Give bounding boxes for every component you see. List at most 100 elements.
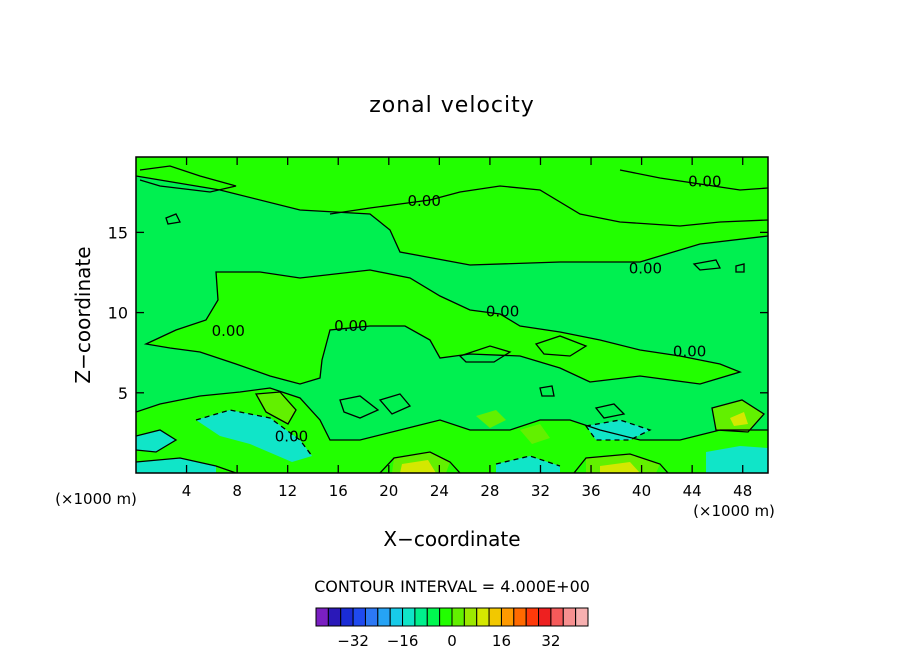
colorbar-tick-label: 32 xyxy=(541,632,560,650)
contour-field xyxy=(136,157,768,473)
contour-lines xyxy=(136,165,768,473)
contour-label: 0.00 xyxy=(212,322,245,340)
contour-line-island-5 xyxy=(594,403,626,419)
contour-line-island-1 xyxy=(458,345,512,363)
contour-line-island-9 xyxy=(165,213,181,225)
contour-label: 0.00 xyxy=(629,259,662,277)
x-tick-label: 20 xyxy=(379,482,398,500)
contour-label: 0.00 xyxy=(673,343,706,361)
contour-line-lower-3 xyxy=(136,457,237,473)
contour-line-lower-8 xyxy=(195,409,313,457)
colorbar-swatch xyxy=(550,607,564,627)
colorbar-swatch xyxy=(538,607,552,627)
contour-line-lower-5 xyxy=(573,453,669,473)
colorbar-swatch xyxy=(476,607,490,627)
x-tick-label: 32 xyxy=(531,482,550,500)
contour-label: 0.00 xyxy=(486,303,519,321)
colorbar-swatch xyxy=(426,607,441,627)
y-tick-label: 5 xyxy=(118,384,128,403)
colorbar-tick-label: 16 xyxy=(492,632,511,650)
contour-label: 0.00 xyxy=(407,192,440,210)
contour-line-island-3 xyxy=(339,395,380,419)
colorbar-swatch xyxy=(562,607,577,627)
contour-line-island-6 xyxy=(539,385,555,397)
contour-line-island-7 xyxy=(692,259,722,271)
field-region-cyan-6 xyxy=(136,430,176,452)
x-axis-ticks: 4 8 12 16 20 24 28 32 36 40 44 48 xyxy=(182,157,752,500)
x-tick-label: 8 xyxy=(232,482,242,500)
x-axis-unit-right: (×1000 m) xyxy=(693,502,775,520)
contour-line-island-8 xyxy=(735,263,745,273)
colorbar-swatch xyxy=(377,607,391,627)
colorbar-tick-label: −16 xyxy=(387,632,419,650)
x-tick-label: 36 xyxy=(581,482,600,500)
field-region-yellowgreen-5 xyxy=(520,424,550,444)
contour-line-island-2 xyxy=(534,335,588,357)
colorbar-swatch xyxy=(439,607,453,627)
colorbar-swatch xyxy=(364,607,379,627)
plot-frame xyxy=(135,156,769,474)
contour-line-lower-4 xyxy=(379,451,461,473)
colorbar-swatch xyxy=(463,607,478,627)
field-region-middle xyxy=(146,270,740,384)
colorbar-swatch xyxy=(513,607,527,627)
contour-line-lower-2 xyxy=(136,429,178,453)
colorbar-swatch xyxy=(488,607,502,627)
colorbar-swatch xyxy=(451,607,465,627)
chart-title: zonal velocity xyxy=(369,93,535,118)
field-region-yellowgreen-6 xyxy=(476,410,506,428)
y-tick-label: 10 xyxy=(108,304,128,323)
contour-label: 0.00 xyxy=(334,317,367,335)
contour-line-lower-7 xyxy=(254,391,297,425)
field-region-cyan-1 xyxy=(196,410,312,462)
contour-line-island-4 xyxy=(378,393,412,415)
contour-line-middle xyxy=(143,269,742,385)
x-tick-label: 48 xyxy=(733,482,752,500)
colorbar-swatch xyxy=(327,607,342,627)
field-region-yellowgreen-1 xyxy=(256,392,296,424)
field-region-yellow-1 xyxy=(400,460,436,473)
x-tick-label: 40 xyxy=(632,482,651,500)
x-tick-label: 16 xyxy=(329,482,348,500)
contour-line-top xyxy=(139,165,237,193)
colorbar xyxy=(315,607,589,627)
field-region-cyan-5 xyxy=(706,446,768,473)
contour-line-right-top xyxy=(619,169,768,191)
colorbar-swatch xyxy=(340,607,354,627)
field-region-cyan-3 xyxy=(496,456,560,473)
x-tick-label: 44 xyxy=(683,482,702,500)
contour-line-lower-10 xyxy=(495,455,561,467)
x-tick-label: 4 xyxy=(182,482,192,500)
x-tick-label: 28 xyxy=(480,482,499,500)
colorbar-swatch xyxy=(500,607,515,627)
field-region-yellow-3 xyxy=(730,412,748,426)
colorbar-tick-label: −32 xyxy=(337,632,369,650)
colorbar-swatch xyxy=(352,607,366,627)
field-region-yellow-2 xyxy=(600,462,640,473)
colorbar-swatch xyxy=(525,607,540,627)
x-tick-label: 12 xyxy=(278,482,297,500)
contour-line-lower-6 xyxy=(711,399,765,433)
x-tick-label: 24 xyxy=(430,482,449,500)
colorbar-swatch xyxy=(402,607,416,627)
contour-line-lower-9 xyxy=(584,419,652,441)
contour-label: 0.00 xyxy=(688,173,721,191)
colorbar-swatch xyxy=(575,607,589,627)
y-axis-label: Z−coordinate xyxy=(71,246,95,383)
y-axis-ticks: 5 10 15 xyxy=(108,223,768,403)
colorbar-swatch xyxy=(315,607,329,627)
contour-labels: 0.00 0.00 0.00 0.00 0.00 0.00 0.00 0.00 xyxy=(212,173,722,446)
contour-interval-text: CONTOUR INTERVAL = 4.000E+00 xyxy=(314,577,590,596)
colorbar-tick-label: 0 xyxy=(447,632,457,650)
contour-label: 0.00 xyxy=(275,428,308,446)
colorbar-swatch xyxy=(389,607,404,627)
y-tick-label: 15 xyxy=(108,223,128,242)
x-axis-unit-left: (×1000 m) xyxy=(55,490,137,508)
colorbar-ticks: −32 −16 0 16 32 xyxy=(337,632,560,650)
x-axis-label: X−coordinate xyxy=(383,527,520,551)
colorbar-swatch xyxy=(414,607,428,627)
field-region-upper xyxy=(136,157,768,265)
contour-line-upper xyxy=(136,175,768,266)
contour-line-mid-top xyxy=(329,185,768,227)
